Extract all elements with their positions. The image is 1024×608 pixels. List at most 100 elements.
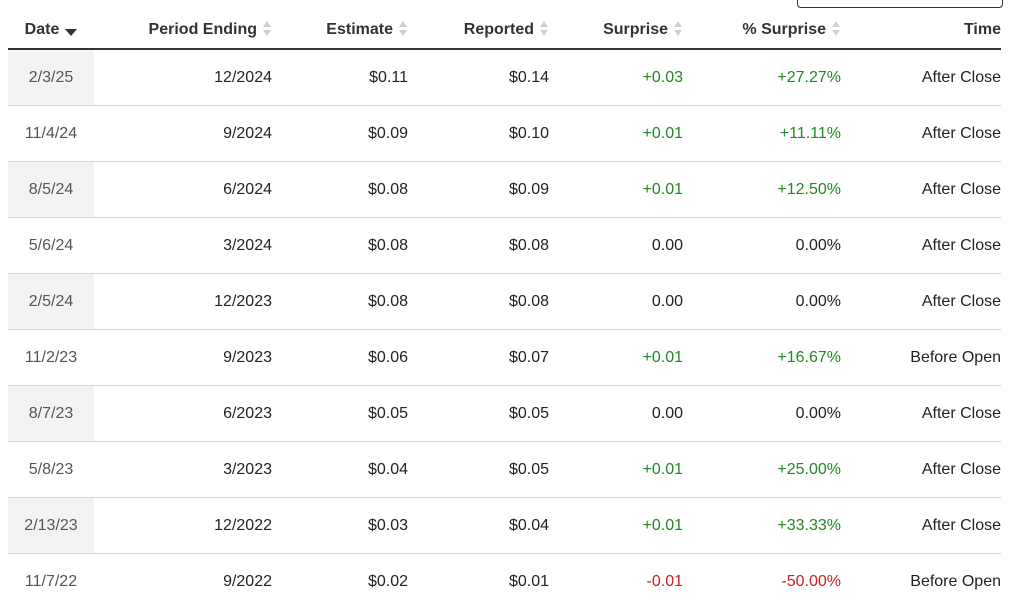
period-ending-cell: 3/2024	[94, 217, 272, 274]
time-cell: Before Open	[841, 329, 1001, 386]
estimate-cell: $0.02	[272, 553, 408, 608]
earnings-table: Date Period Ending Estimate Reported Sur…	[8, 12, 1001, 608]
estimate-cell: $0.08	[272, 273, 408, 330]
estimate-cell: $0.09	[272, 105, 408, 162]
date-cell: 5/6/24	[8, 217, 94, 274]
column-header-surprise[interactable]: Surprise	[549, 12, 683, 50]
surprise-cell: +0.01	[549, 441, 683, 498]
estimate-cell: $0.08	[272, 161, 408, 218]
reported-cell: $0.10	[408, 105, 549, 162]
reported-cell: $0.08	[408, 273, 549, 330]
pct-surprise-cell: +11.11%	[683, 105, 841, 162]
time-cell: After Close	[841, 161, 1001, 218]
column-header-label: Date	[24, 21, 60, 38]
pct-surprise-cell: +16.67%	[683, 329, 841, 386]
date-cell: 11/2/23	[8, 329, 94, 386]
reported-cell: $0.04	[408, 497, 549, 554]
surprise-cell: +0.01	[549, 161, 683, 218]
table-row: 11/2/23 9/2023 $0.06 $0.07 +0.01 +16.67%…	[8, 329, 1001, 386]
column-header-label: % Surprise	[742, 21, 826, 38]
pct-surprise-cell: +12.50%	[683, 161, 841, 218]
surprise-cell: 0.00	[549, 217, 683, 274]
period-ending-cell: 9/2024	[94, 105, 272, 162]
reported-cell: $0.01	[408, 553, 549, 608]
sort-icon	[831, 21, 841, 37]
surprise-cell: +0.03	[549, 49, 683, 106]
table-header: Date Period Ending Estimate Reported Sur…	[8, 12, 1001, 50]
date-cell: 2/3/25	[8, 49, 94, 106]
surprise-cell: +0.01	[549, 497, 683, 554]
pct-surprise-cell: +27.27%	[683, 49, 841, 106]
reported-cell: $0.05	[408, 385, 549, 442]
reported-cell: $0.14	[408, 49, 549, 106]
time-cell: After Close	[841, 105, 1001, 162]
table-row: 8/7/23 6/2023 $0.05 $0.05 0.00 0.00% Aft…	[8, 385, 1001, 442]
table-row: 5/8/23 3/2023 $0.04 $0.05 +0.01 +25.00% …	[8, 441, 1001, 498]
dropdown-box[interactable]	[797, 0, 1003, 8]
date-cell: 2/5/24	[8, 273, 94, 330]
column-header-label: Period Ending	[148, 21, 257, 38]
column-header-time[interactable]: Time	[841, 12, 1001, 50]
pct-surprise-cell: 0.00%	[683, 385, 841, 442]
pct-surprise-cell: 0.00%	[683, 217, 841, 274]
pct-surprise-cell: -50.00%	[683, 553, 841, 608]
sort-icon	[398, 21, 408, 37]
period-ending-cell: 9/2022	[94, 553, 272, 608]
estimate-cell: $0.11	[272, 49, 408, 106]
estimate-cell: $0.04	[272, 441, 408, 498]
column-header-label: Surprise	[603, 21, 668, 38]
column-header-date[interactable]: Date	[8, 12, 94, 50]
column-header-period-ending[interactable]: Period Ending	[94, 12, 272, 50]
time-cell: After Close	[841, 273, 1001, 330]
surprise-cell: -0.01	[549, 553, 683, 608]
time-cell: After Close	[841, 441, 1001, 498]
column-header-label: Reported	[463, 21, 534, 38]
date-cell: 2/13/23	[8, 497, 94, 554]
surprise-cell: +0.01	[549, 105, 683, 162]
table-row: 2/5/24 12/2023 $0.08 $0.08 0.00 0.00% Af…	[8, 273, 1001, 330]
estimate-cell: $0.06	[272, 329, 408, 386]
reported-cell: $0.05	[408, 441, 549, 498]
sort-descending-icon	[65, 29, 78, 36]
estimate-cell: $0.03	[272, 497, 408, 554]
estimate-cell: $0.05	[272, 385, 408, 442]
table-row: 5/6/24 3/2024 $0.08 $0.08 0.00 0.00% Aft…	[8, 217, 1001, 274]
surprise-cell: +0.01	[549, 329, 683, 386]
sort-icon	[262, 21, 272, 37]
reported-cell: $0.08	[408, 217, 549, 274]
column-header-label: Estimate	[326, 21, 393, 38]
estimate-cell: $0.08	[272, 217, 408, 274]
pct-surprise-cell: +33.33%	[683, 497, 841, 554]
column-header-reported[interactable]: Reported	[408, 12, 549, 50]
date-cell: 11/7/22	[8, 553, 94, 608]
table-row: 8/5/24 6/2024 $0.08 $0.09 +0.01 +12.50% …	[8, 161, 1001, 218]
sort-icon	[673, 21, 683, 37]
pct-surprise-cell: +25.00%	[683, 441, 841, 498]
time-cell: After Close	[841, 49, 1001, 106]
date-cell: 11/4/24	[8, 105, 94, 162]
period-ending-cell: 6/2024	[94, 161, 272, 218]
time-cell: After Close	[841, 497, 1001, 554]
period-ending-cell: 6/2023	[94, 385, 272, 442]
date-cell: 8/7/23	[8, 385, 94, 442]
column-header-estimate[interactable]: Estimate	[272, 12, 408, 50]
column-header-pct-surprise[interactable]: % Surprise	[683, 12, 841, 50]
date-cell: 8/5/24	[8, 161, 94, 218]
surprise-cell: 0.00	[549, 385, 683, 442]
column-header-label: Time	[963, 21, 1001, 38]
period-ending-cell: 3/2023	[94, 441, 272, 498]
time-cell: After Close	[841, 385, 1001, 442]
period-ending-cell: 9/2023	[94, 329, 272, 386]
period-ending-cell: 12/2022	[94, 497, 272, 554]
pct-surprise-cell: 0.00%	[683, 273, 841, 330]
period-ending-cell: 12/2023	[94, 273, 272, 330]
table-row: 11/7/22 9/2022 $0.02 $0.01 -0.01 -50.00%…	[8, 553, 1001, 608]
reported-cell: $0.07	[408, 329, 549, 386]
period-ending-cell: 12/2024	[94, 49, 272, 106]
table-row: 2/13/23 12/2022 $0.03 $0.04 +0.01 +33.33…	[8, 497, 1001, 554]
time-cell: Before Open	[841, 553, 1001, 608]
table-row: 2/3/25 12/2024 $0.11 $0.14 +0.03 +27.27%…	[8, 49, 1001, 106]
sort-icon	[539, 21, 549, 37]
table-row: 11/4/24 9/2024 $0.09 $0.10 +0.01 +11.11%…	[8, 105, 1001, 162]
